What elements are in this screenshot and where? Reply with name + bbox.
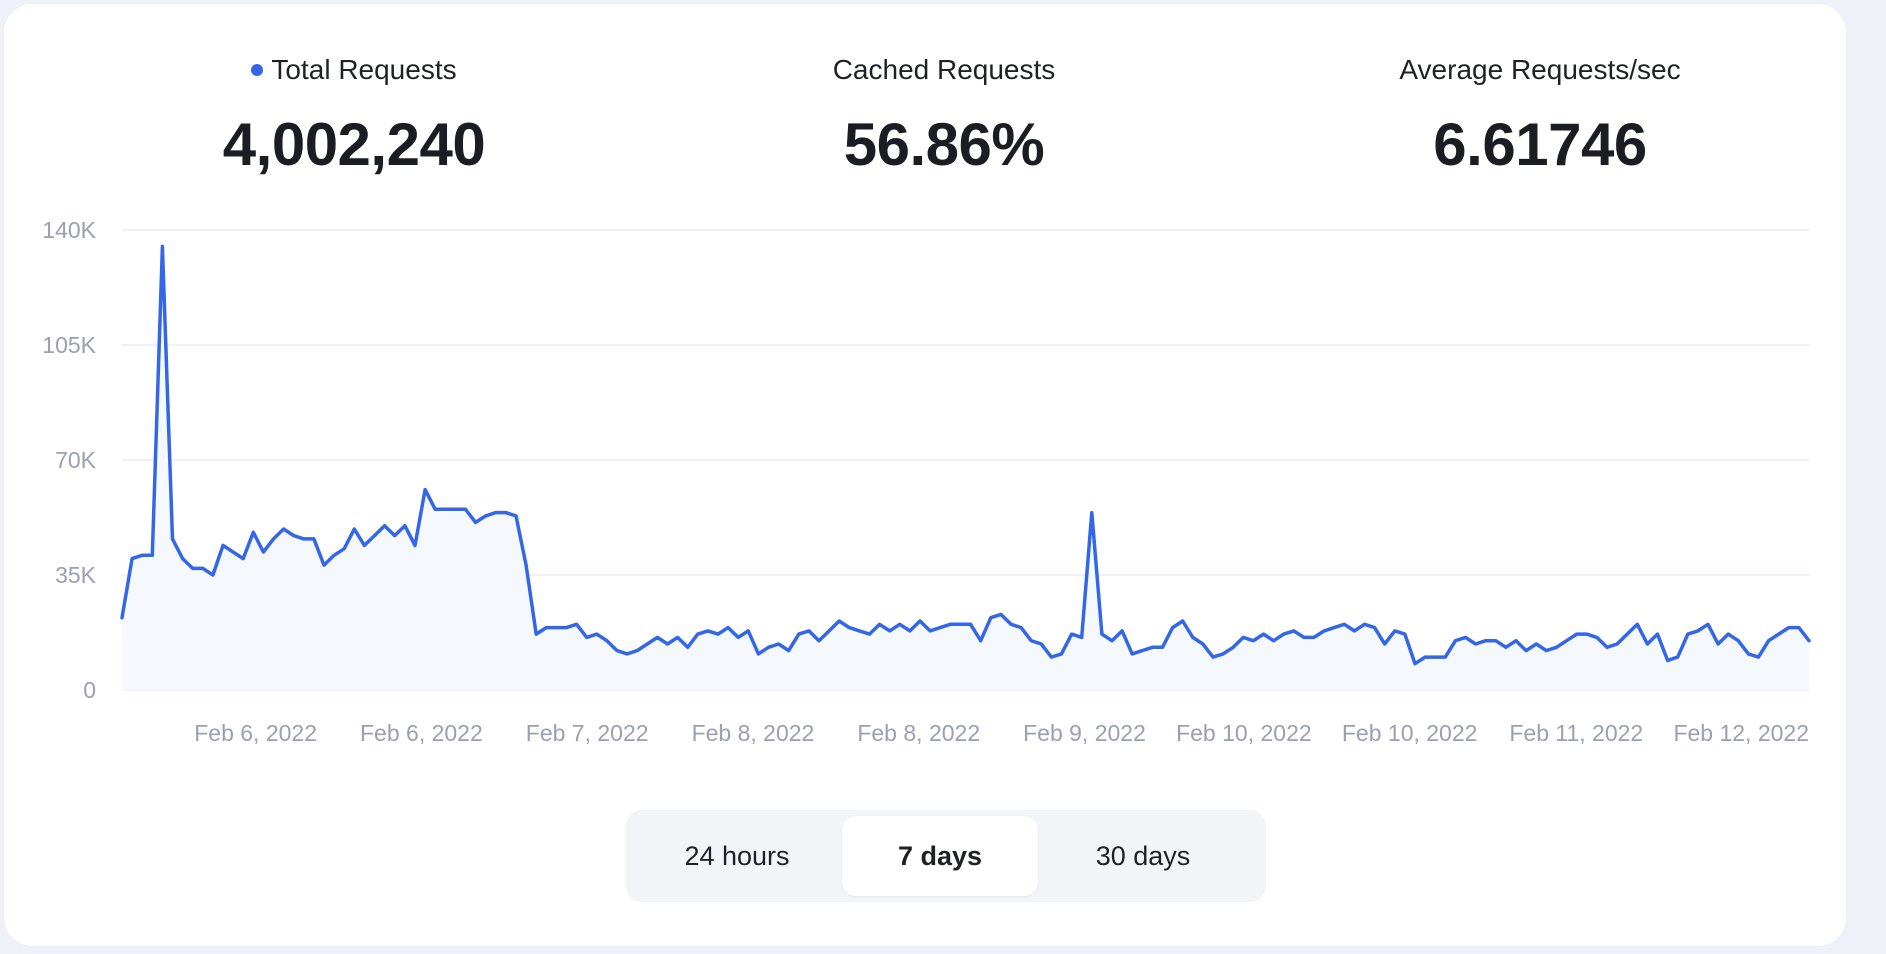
- series-area: [122, 246, 1809, 690]
- stat-total-requests: Total Requests 4,002,240: [94, 54, 614, 179]
- x-tick-label: Feb 12, 2022: [1673, 720, 1809, 746]
- range-30-days-button[interactable]: 30 days: [1038, 816, 1248, 896]
- y-tick-label: 70K: [55, 447, 97, 473]
- y-tick-label: 35K: [55, 562, 97, 588]
- legend-dot-icon: [251, 64, 264, 76]
- y-tick-label: 140K: [42, 217, 96, 243]
- x-tick-label: Feb 11, 2022: [1509, 720, 1643, 746]
- requests-chart: 0 35K 70K 105K 140K Feb 6, 2022 Feb 6, 2022 Feb…: [42, 217, 1811, 746]
- series-line-total-requests: [120, 244, 1811, 666]
- stat-cached-requests-label: Cached Requests: [832, 54, 1056, 85]
- stat-average-requests-label: Average Requests/sec: [1399, 54, 1681, 85]
- stat-average-requests-value: 6.61746: [1433, 111, 1647, 178]
- range-7-days-button[interactable]: 7 days: [842, 816, 1038, 896]
- x-tick-label: Feb 6, 2022: [194, 720, 317, 746]
- stat-total-requests-label: Total Requests: [94, 54, 614, 86]
- x-tick-label: Feb 8, 2022: [692, 720, 815, 746]
- x-tick-label: Feb 6, 2022: [360, 720, 483, 746]
- time-range-selector: 24 hours 7 days 30 days: [626, 810, 1266, 902]
- x-tick-label: Feb 10, 2022: [1342, 720, 1478, 746]
- x-tick-label: Feb 7, 2022: [526, 720, 649, 746]
- stat-average-requests: Average Requests/sec 6.61746: [1280, 54, 1800, 179]
- x-tick-label: Feb 8, 2022: [857, 720, 980, 746]
- stat-cached-requests-value: 56.86%: [843, 111, 1045, 178]
- stat-total-requests-value: 4,002,240: [222, 111, 486, 178]
- range-24-hours-button[interactable]: 24 hours: [632, 816, 842, 896]
- x-tick-label: Feb 10, 2022: [1176, 720, 1312, 746]
- x-tick-label: Feb 9, 2022: [1023, 720, 1146, 746]
- y-tick-label: 0: [83, 677, 96, 703]
- y-tick-label: 105K: [42, 332, 96, 358]
- stat-cached-requests: Cached Requests 56.86%: [684, 54, 1204, 179]
- stat-total-requests-label-text: Total Requests: [271, 54, 457, 85]
- stats-card: Total Requests 4,002,240 Cached Requests…: [4, 4, 1846, 946]
